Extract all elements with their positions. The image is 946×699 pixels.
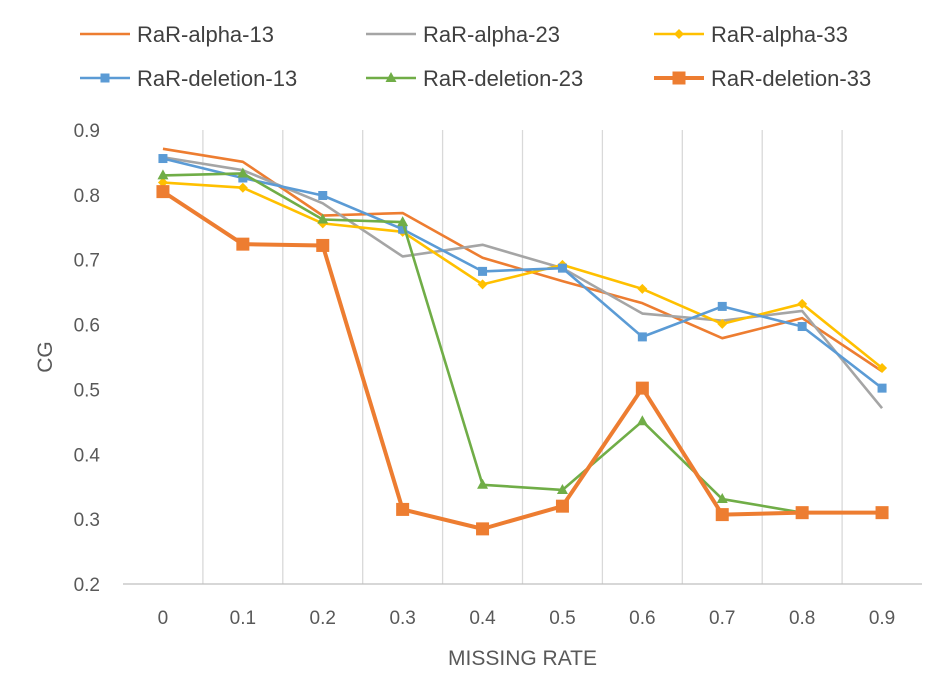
legend-item: RaR-deletion-33: [654, 66, 871, 91]
data-point: [476, 522, 490, 536]
legend-label: RaR-alpha-23: [423, 22, 560, 47]
series-RaR-deletion-33: [156, 185, 889, 536]
data-point: [317, 213, 329, 224]
data-point: [158, 154, 168, 164]
data-point: [717, 318, 728, 329]
data-point: [477, 279, 488, 290]
x-tick-labels: 0 0.1 0.2 0.3 0.4 0.5 0.6 0.7 0.8 0.9: [158, 608, 896, 629]
x-axis-title: MISSING RATE: [448, 647, 597, 670]
series-RaR-deletion-13: [158, 154, 887, 393]
series-line: [161, 189, 883, 531]
data-point: [156, 185, 170, 199]
data-point: [672, 71, 686, 85]
data-point: [237, 182, 248, 193]
legend-label: RaR-deletion-13: [137, 66, 297, 91]
y-tick-label: 0.6: [74, 316, 100, 337]
data-point: [715, 508, 729, 522]
x-tick-label: 0.5: [549, 608, 575, 629]
data-point: [717, 301, 727, 311]
data-point: [556, 483, 568, 494]
legend-item: RaR-deletion-13: [80, 66, 297, 91]
series-line: [162, 181, 883, 370]
data-point: [555, 499, 569, 513]
data-point: [637, 332, 647, 342]
data-point: [318, 191, 328, 201]
data-point: [100, 73, 110, 83]
legend-label: RaR-deletion-23: [423, 66, 583, 91]
y-tick-label: 0.8: [74, 186, 100, 207]
legend-item: RaR-alpha-33: [654, 22, 848, 47]
data-point: [316, 238, 330, 252]
y-tick-label: 0.7: [74, 251, 100, 272]
data-point: [157, 177, 168, 188]
data-point: [875, 506, 889, 520]
data-point: [716, 493, 728, 504]
x-tick-label: 0.7: [709, 608, 735, 629]
y-axis-title: CG: [34, 341, 57, 373]
x-tick-label: 0.9: [869, 608, 895, 629]
y-tick-label: 0.5: [74, 380, 100, 401]
series-line: [162, 157, 883, 390]
data-point: [236, 237, 250, 251]
x-tick-label: 0: [158, 608, 169, 629]
y-tick-labels: 0.2 0.3 0.4 0.5 0.6 0.7 0.8 0.9: [74, 121, 101, 596]
data-point: [396, 502, 410, 516]
y-tick-label: 0.9: [74, 121, 100, 142]
legend-label: RaR-deletion-33: [711, 66, 871, 91]
series-lines: [156, 147, 889, 536]
legend-label: RaR-alpha-33: [711, 22, 848, 47]
legend: RaR-alpha-13 RaR-alpha-23 RaR-alpha-33 RaR-…: [80, 22, 871, 91]
x-tick-label: 0.2: [310, 608, 336, 629]
x-tick-label: 0.4: [469, 608, 496, 629]
data-point: [636, 415, 648, 426]
x-tick-label: 0.6: [629, 608, 655, 629]
data-point: [478, 266, 488, 276]
x-tick-label: 0.8: [789, 608, 815, 629]
series-line: [162, 172, 883, 514]
y-tick-label: 0.4: [74, 445, 101, 466]
data-point: [397, 216, 409, 227]
data-point: [238, 173, 248, 183]
data-point: [877, 383, 887, 393]
data-point: [237, 167, 249, 178]
legend-item: RaR-deletion-23: [366, 66, 583, 91]
data-point: [877, 363, 888, 374]
legend-item: RaR-alpha-23: [366, 22, 560, 47]
data-point: [557, 263, 567, 273]
data-point: [637, 283, 648, 294]
data-point: [398, 224, 408, 234]
data-point: [674, 29, 684, 39]
legend-item: RaR-alpha-13: [80, 22, 274, 47]
x-tick-label: 0.1: [230, 608, 256, 629]
x-tick-label: 0.3: [389, 608, 415, 629]
data-point: [477, 478, 489, 489]
legend-label: RaR-alpha-13: [137, 22, 274, 47]
y-tick-label: 0.2: [74, 575, 100, 596]
data-point: [157, 169, 169, 180]
data-point: [635, 381, 649, 395]
data-point: [795, 506, 809, 520]
data-point: [797, 322, 807, 332]
y-tick-label: 0.3: [74, 510, 100, 531]
data-point: [797, 298, 808, 309]
data-point: [385, 72, 397, 82]
